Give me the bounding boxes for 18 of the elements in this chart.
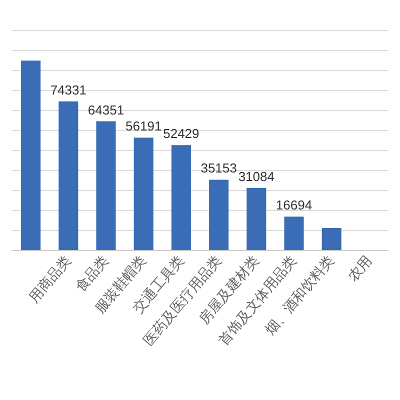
bar bbox=[134, 138, 154, 250]
x-tick-label: 农用 bbox=[345, 252, 376, 285]
bar bbox=[246, 188, 266, 250]
data-label: 35153 bbox=[200, 160, 237, 176]
bar bbox=[58, 101, 78, 250]
data-label: 31084 bbox=[238, 168, 274, 184]
bar bbox=[284, 216, 304, 250]
bar bbox=[322, 228, 342, 250]
data-label: 64351 bbox=[88, 102, 124, 118]
data-label: 74331 bbox=[50, 82, 86, 98]
data-label: 56191 bbox=[126, 118, 162, 134]
data-label: 52429 bbox=[163, 126, 200, 142]
bar bbox=[21, 60, 41, 250]
bar bbox=[96, 121, 116, 250]
x-tick-label: 用商品类 bbox=[26, 252, 75, 306]
data-label: 16694 bbox=[276, 198, 312, 213]
bar bbox=[171, 145, 191, 250]
bar bbox=[209, 180, 229, 250]
